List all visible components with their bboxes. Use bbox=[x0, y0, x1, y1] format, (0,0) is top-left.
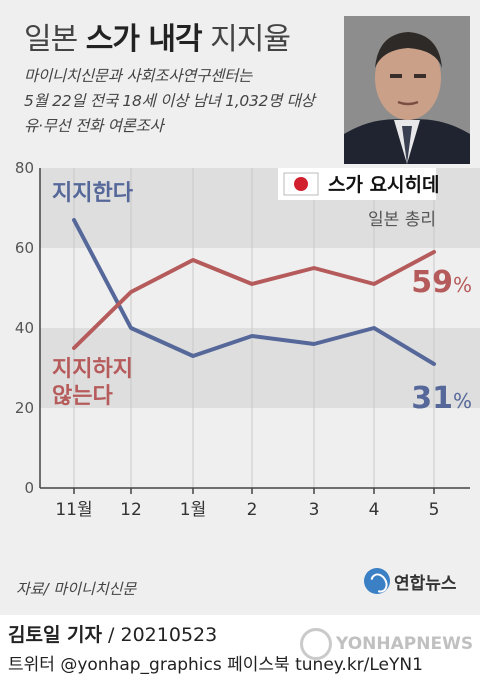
y-tick-label-3: 60 bbox=[15, 239, 34, 257]
reporter-name: 김토일 기자 bbox=[8, 624, 103, 646]
page-title: 일본 스가 내각 지지율 bbox=[24, 14, 291, 58]
subtitle-line-2: 5월 22일 전국 18세 이상 남녀 1,032명 대상 bbox=[24, 92, 315, 110]
x-tick-label-2: 1월 bbox=[180, 500, 206, 520]
infographic-card: 일본 스가 내각 지지율 마이니치신문과 사회조사연구센터는 5월 22일 전국… bbox=[0, 0, 480, 615]
x-tick-label-0: 11월 bbox=[55, 500, 92, 520]
y-tick-label-1: 20 bbox=[15, 399, 34, 417]
x-tick-label-4: 3 bbox=[309, 500, 320, 520]
series-label-oppose-1: 않는다 bbox=[52, 384, 113, 409]
series-line-1 bbox=[72, 250, 436, 350]
subtitle-line-3: 유·무선 전화 여론조사 bbox=[24, 117, 164, 135]
y-tick-label-2: 40 bbox=[15, 319, 34, 337]
x-tick-label-6: 5 bbox=[429, 500, 440, 520]
y-tick-label-4: 80 bbox=[15, 159, 34, 177]
series-line-0 bbox=[72, 218, 436, 366]
x-tick-label-5: 4 bbox=[369, 500, 380, 520]
subtitle-line-1: 마이니치신문과 사회조사연구센터는 bbox=[24, 67, 252, 85]
title-emphasis: 스가 내각 bbox=[85, 22, 203, 57]
pm-name: 스가 요시히데 bbox=[328, 174, 440, 196]
watermark: YONHAPNEWS bbox=[300, 628, 473, 660]
yonhap-logo-text: 연합뉴스 bbox=[394, 573, 457, 594]
watermark-icon bbox=[300, 628, 332, 660]
x-tick-label-1: 12 bbox=[120, 500, 142, 520]
y-tick-label-0: 0 bbox=[24, 479, 34, 497]
social-links: 트위터 @yonhap_graphics 페이스북 tuney.kr/LeYN1 bbox=[8, 655, 423, 675]
yonhap-logo-icon bbox=[364, 568, 390, 594]
reporter-credit: 김토일 기자 / 20210523 bbox=[8, 620, 217, 647]
end-value-support: 31% bbox=[411, 381, 472, 416]
x-tick-label-3: 2 bbox=[247, 500, 258, 520]
pm-role: 일본 총리 bbox=[368, 210, 436, 230]
watermark-text: YONHAPNEWS bbox=[336, 634, 474, 654]
yonhap-logo: 연합뉴스 bbox=[364, 568, 457, 600]
series-label-support: 지지한다 bbox=[52, 181, 134, 206]
band-20-40 bbox=[40, 328, 480, 408]
prime-minister-portrait bbox=[344, 16, 470, 164]
title-suffix: 지지율 bbox=[210, 22, 291, 57]
series-label-oppose-0: 지지하지 bbox=[52, 357, 133, 382]
data-source: 자료/ 마이니치신문 bbox=[16, 580, 137, 598]
title-prefix: 일본 bbox=[24, 22, 78, 57]
end-value-oppose: 59% bbox=[411, 265, 472, 300]
reporter-date: / 20210523 bbox=[102, 624, 218, 646]
japan-flag-sun bbox=[294, 177, 308, 191]
